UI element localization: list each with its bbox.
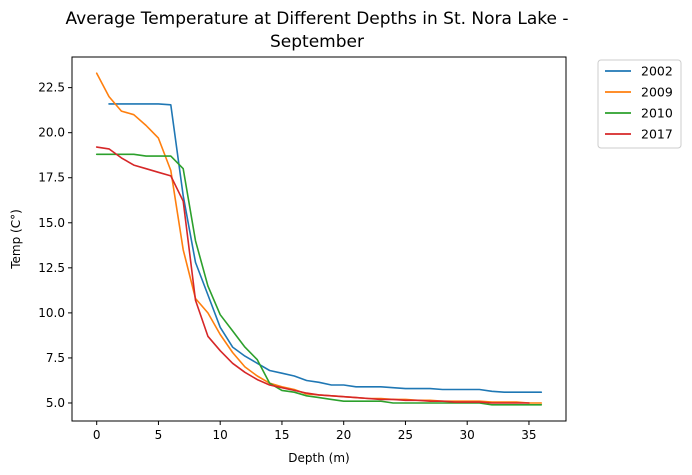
x-tick-label: 10 <box>213 428 228 442</box>
series-line-2010 <box>95 153 543 406</box>
y-tick-label: 12.5 <box>38 261 65 275</box>
x-tick-label: 35 <box>521 428 536 442</box>
x-axis-ticks: 0 5 10 15 20 25 30 35 <box>93 421 537 442</box>
y-tick-label: 5.0 <box>46 396 65 410</box>
plot-area <box>95 72 543 406</box>
series-line-2017 <box>95 146 530 404</box>
chart-title-line-1: Average Temperature at Different Depths … <box>66 9 569 29</box>
x-tick-label: 15 <box>274 428 289 442</box>
y-tick-label: 7.5 <box>46 351 65 365</box>
axes-frame <box>71 56 567 422</box>
legend-label-2009: 2009 <box>641 85 673 100</box>
legend-label-2002: 2002 <box>641 64 673 79</box>
legend-label-2017: 2017 <box>641 127 673 142</box>
legend-frame <box>597 59 682 149</box>
y-tick-label: 17.5 <box>38 171 65 185</box>
x-axis-label: Depth (m) <box>288 451 349 465</box>
y-axis-label: Temp (C°) <box>9 209 23 270</box>
y-tick-label: 15.0 <box>38 216 65 230</box>
legend-label-2010: 2010 <box>641 106 673 121</box>
y-tick-label: 10.0 <box>38 306 65 320</box>
y-tick-label: 22.5 <box>38 81 65 95</box>
x-tick-label: 25 <box>398 428 413 442</box>
series-line-2009 <box>95 72 543 404</box>
legend: 2002 2009 2010 2017 <box>597 59 682 149</box>
x-tick-label: 5 <box>155 428 163 442</box>
x-tick-label: 0 <box>93 428 101 442</box>
series-line-2002 <box>108 103 543 393</box>
y-tick-label: 20.0 <box>38 126 65 140</box>
chart-title-line-2: September <box>270 32 364 52</box>
x-tick-label: 30 <box>460 428 475 442</box>
x-tick-label: 20 <box>336 428 351 442</box>
y-axis-ticks: 5.0 7.5 10.0 12.5 15.0 17.5 20.0 22.5 <box>38 81 72 410</box>
